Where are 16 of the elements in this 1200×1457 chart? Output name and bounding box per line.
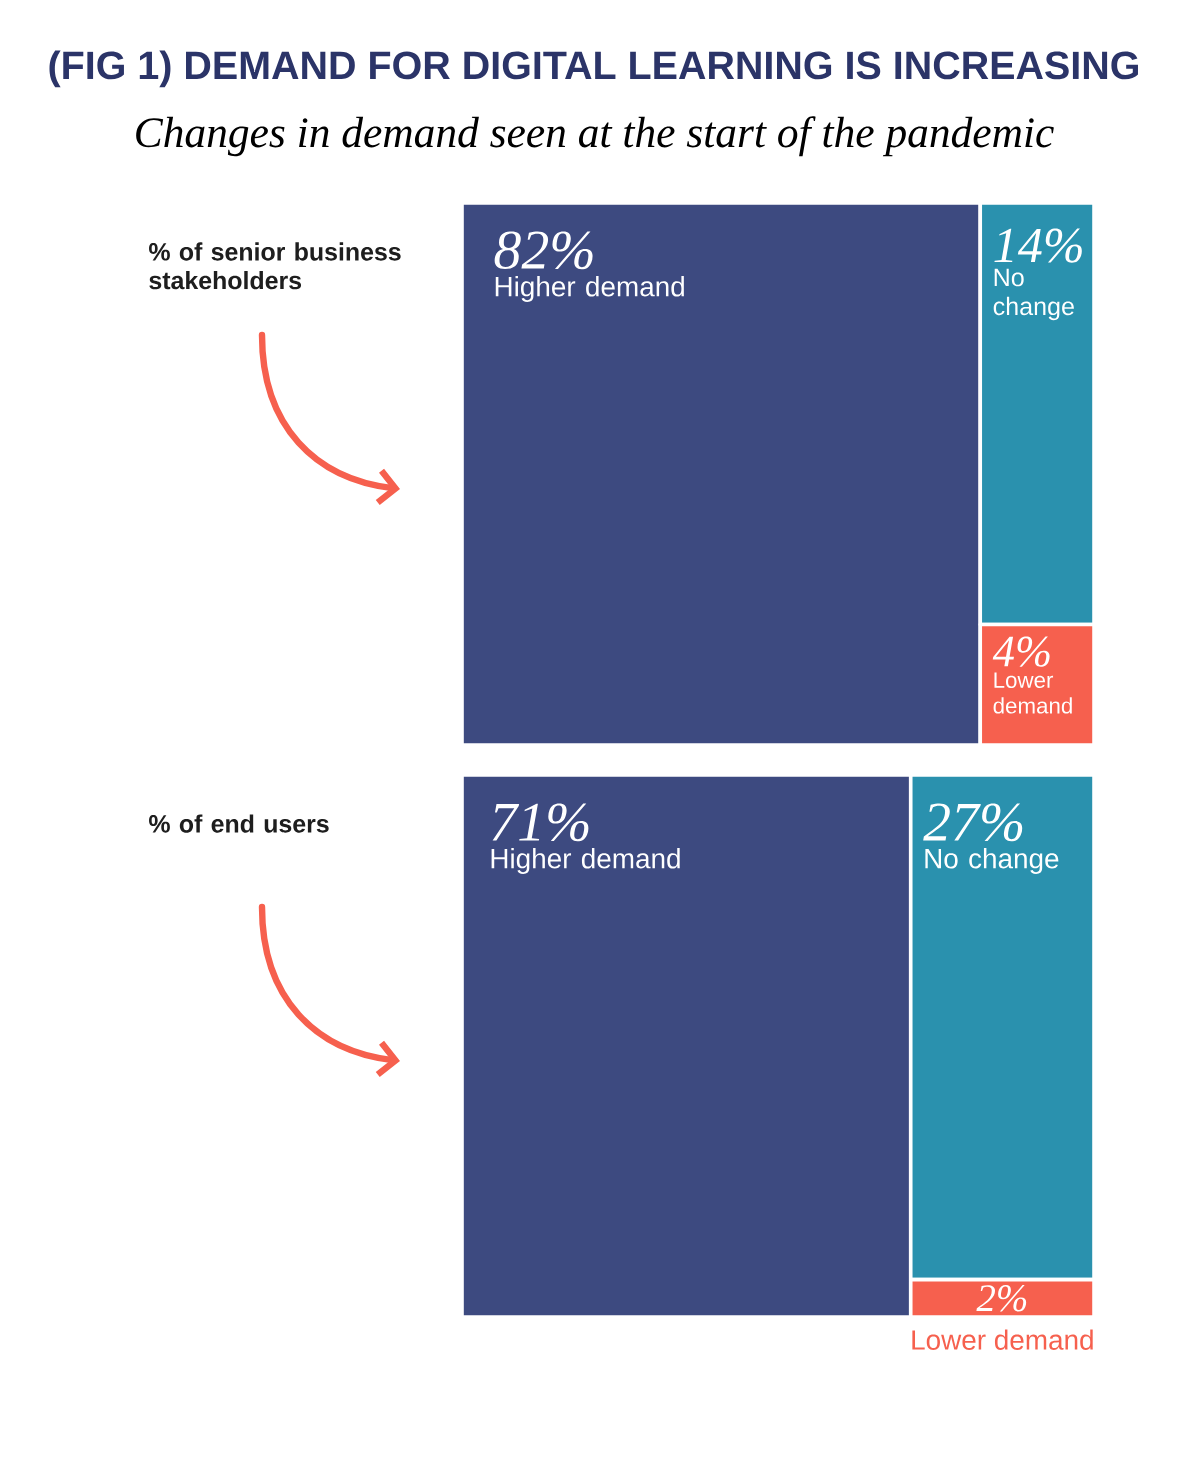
text: % of senior business stakeholders <box>149 242 401 290</box>
category-label: Higher demand <box>495 276 684 303</box>
text: Changes in demand seen at the start of the pandemic <box>136 116 1054 157</box>
data-label: 82% <box>494 231 593 270</box>
data-label: 2% <box>976 1285 1027 1312</box>
data-label: 4% <box>992 636 1050 667</box>
category-label: No change <box>993 268 1074 321</box>
text: % of end users <box>149 814 329 833</box>
category-label: No change <box>925 848 1059 875</box>
category-label: Higher demand <box>491 848 680 875</box>
data-label: 27% <box>923 803 1023 842</box>
category-label: Lower demand <box>993 672 1072 714</box>
data-label: 14% <box>994 228 1082 263</box>
text: (FIG 1) DEMAND FOR DIGITAL LEARNING IS INCREASING <box>49 50 1138 88</box>
category-label: Lower demand <box>912 1329 1093 1350</box>
data-label: 71% <box>492 803 589 842</box>
